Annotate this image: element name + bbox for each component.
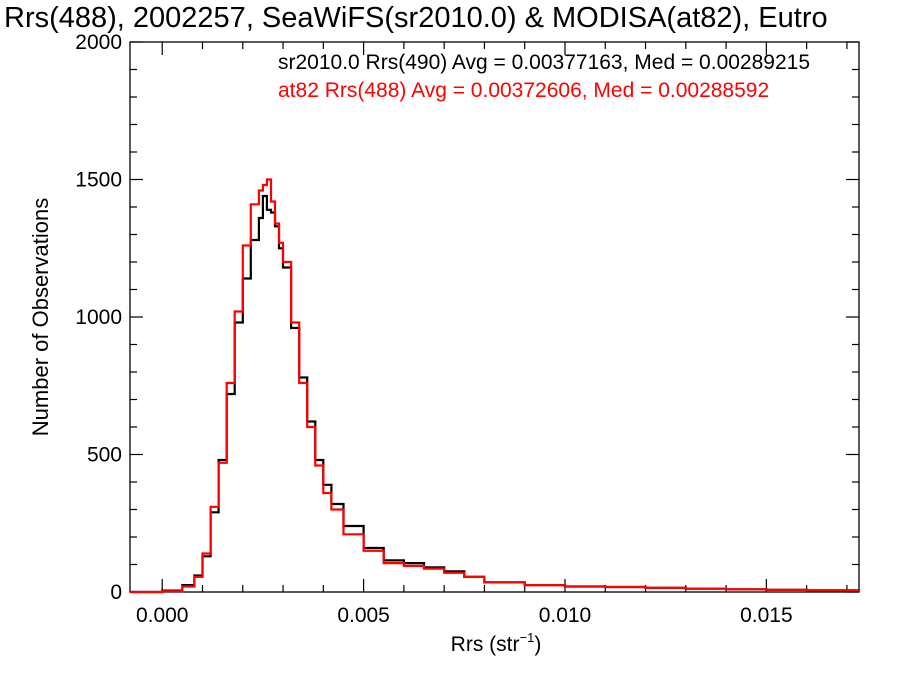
x-axis-label-main: Rrs (str [451,633,520,656]
annotation-seawifs: sr2010.0 Rrs(490) Avg = 0.00377163, Med … [278,51,810,74]
y-tick-label: 2000 [75,31,122,54]
y-tick-labels: 0 500 1000 1500 2000 [75,31,122,604]
series-line-modisa [130,178,861,594]
x-axis-label-close: ) [534,633,541,656]
x-tick-label: 0.005 [337,604,390,627]
series-layer [130,178,861,594]
y-tick-label: 1000 [75,306,122,329]
plot-frame [129,41,860,593]
series-line-seawifs [130,194,861,594]
x-axis-label-sup: −1 [520,630,535,645]
x-tick-label: 0.015 [740,604,793,627]
annotation-modisa: at82 Rrs(488) Avg = 0.00372606, Med = 0.… [278,79,769,102]
x-axis-label: Rrs (str−1) [451,630,542,656]
axis-ticks [130,41,859,593]
x-tick-label: 0.000 [136,604,189,627]
y-tick-label: 500 [87,444,122,467]
x-tick-label: 0.010 [539,604,592,627]
chart-title: Rrs(488), 2002257, SeaWiFS(sr2010.0) & M… [4,2,828,34]
y-tick-label: 0 [110,581,122,604]
y-tick-label: 1500 [75,169,122,192]
x-tick-labels: 0.000 0.005 0.010 0.015 [136,604,793,627]
y-axis-label: Number of Observations [28,198,53,436]
